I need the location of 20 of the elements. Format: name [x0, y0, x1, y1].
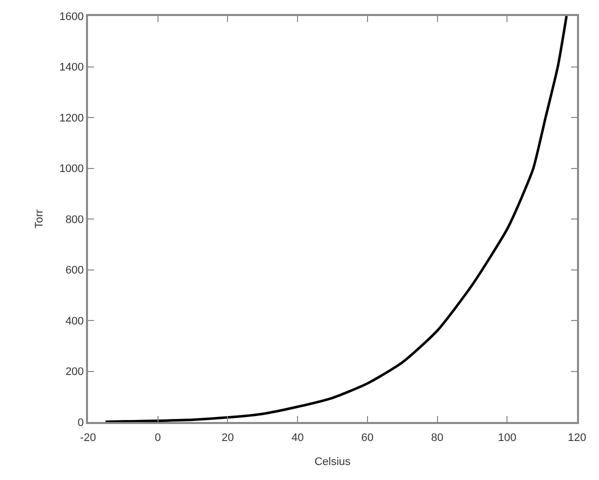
y-tick-label: 1600	[59, 10, 84, 23]
x-tick-label: -20	[80, 432, 96, 444]
y-tick-label: 400	[65, 315, 84, 328]
y-tick-label: 200	[65, 366, 84, 378]
x-tick-label: 0	[154, 432, 161, 444]
y-tick-label: 1200	[59, 112, 84, 124]
x-tick-label: 100	[498, 432, 516, 444]
y-tick-label: 600	[65, 264, 84, 277]
x-tick-label: 80	[431, 432, 444, 444]
line-series	[104, 16, 568, 422]
y-tick-label: 800	[65, 214, 84, 226]
x-tick-label: 60	[361, 432, 374, 444]
x-tick-label: 120	[568, 432, 586, 444]
y-tick-label: 1000	[59, 163, 84, 176]
x-axis-title: Celsius	[314, 456, 352, 468]
x-tick-label: 40	[291, 432, 304, 444]
x-tick-label: 20	[222, 432, 234, 444]
y-tick-label: 1400	[59, 62, 84, 74]
y-tick-label: 0	[78, 416, 84, 429]
y-axis-title: Torr	[33, 209, 46, 228]
